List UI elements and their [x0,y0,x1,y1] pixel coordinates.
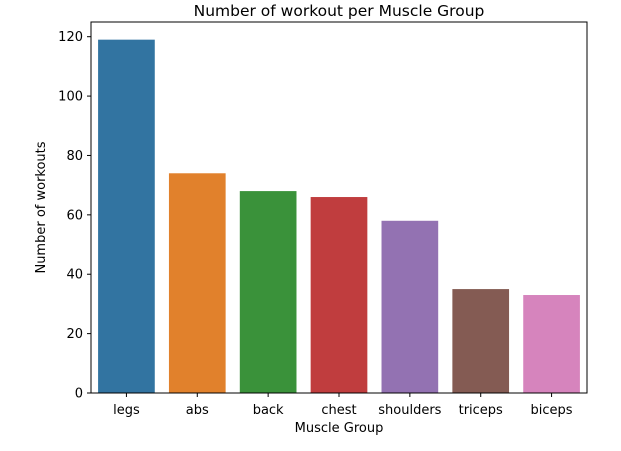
x-axis: legs abs back chest shoulders triceps biceps [113,393,573,418]
y-tick-label-100: 100 [58,90,83,105]
x-tick-label-biceps: biceps [531,403,573,418]
chart-title: Number of workout per Muscle Group [194,2,485,20]
y-tick-label-0: 0 [75,387,83,402]
y-tick-label-120: 120 [58,30,83,45]
bar-shoulders [381,220,439,393]
x-tick-label-legs: legs [113,403,140,418]
x-tick-label-triceps: triceps [459,403,503,418]
x-tick-label-back: back [253,403,284,418]
bar-back [239,191,297,393]
x-tick-label-shoulders: shoulders [378,403,441,418]
x-axis-label: Muscle Group [295,421,384,436]
y-axis-label: Number of workouts [34,141,49,273]
bar-triceps [452,289,510,393]
bar-abs [168,173,226,393]
bars-layer [98,39,580,394]
bar-biceps [523,295,580,393]
x-tick-label-abs: abs [186,403,209,418]
y-tick-label-40: 40 [66,268,83,283]
y-tick-label-20: 20 [66,327,83,342]
plot-frame [90,21,588,394]
bar-chest [310,197,368,393]
x-tick-label-chest: chest [321,403,356,418]
y-tick-label-60: 60 [66,208,83,223]
y-axis: 0 20 40 60 80 100 120 [58,30,91,402]
y-tick-label-80: 80 [66,149,83,164]
bar-legs [98,39,155,394]
